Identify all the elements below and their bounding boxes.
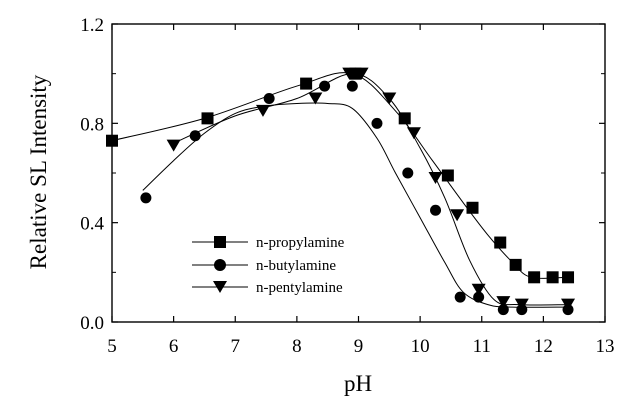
x-tick-label: 12	[534, 336, 553, 357]
legend: n-propylamine n-butylamine n-pentylamine	[192, 235, 345, 296]
point-butylamine	[263, 93, 275, 104]
x-tick-label: 8	[292, 336, 302, 357]
point-propylamine	[201, 112, 214, 125]
point-butylamine	[346, 80, 358, 92]
legend-entry-propylamine: n-propylamine	[192, 235, 345, 251]
point-pentylamine	[308, 92, 323, 105]
point-butylamine	[430, 204, 442, 216]
point-pentylamine	[561, 298, 576, 311]
legend-entry-pentylamine: n-pentylamine	[192, 280, 343, 296]
point-pentylamine	[342, 67, 357, 80]
y-axis-title: Relative SL Intensity	[26, 74, 51, 269]
point-pentylamine	[450, 209, 465, 222]
point-propylamine	[106, 134, 118, 147]
point-pentylamine	[354, 67, 369, 80]
legend-label-pentylamine: n-pentylamine	[256, 280, 343, 296]
point-butylamine	[319, 80, 331, 92]
point-propylamine	[546, 271, 559, 284]
legend-entry-butylamine: n-butylamine	[192, 258, 336, 274]
x-axis-title: pH	[344, 371, 372, 396]
y-axis-ticks: 0.0 0.4 0.8 1.2	[80, 15, 605, 334]
point-propylamine	[562, 271, 575, 284]
y-tick-label: 1.2	[80, 15, 104, 36]
x-tick-label: 13	[596, 336, 615, 357]
point-pentylamine	[406, 127, 421, 140]
curve-pentylamine	[173, 73, 569, 306]
data-markers	[106, 67, 576, 316]
x-tick-label: 10	[411, 336, 430, 357]
point-butylamine	[497, 304, 509, 316]
point-pentylamine	[255, 104, 270, 117]
point-butylamine	[189, 130, 201, 142]
x-axis-ticks: 5 6 7 8 9 10 11 12 13	[107, 24, 615, 357]
x-tick-label: 9	[354, 336, 364, 357]
x-tick-label: 6	[169, 336, 179, 357]
point-butylamine	[140, 192, 152, 204]
point-propylamine	[300, 77, 313, 90]
point-propylamine	[398, 112, 411, 125]
y-tick-label: 0.0	[80, 313, 104, 334]
point-pentylamine	[496, 296, 511, 309]
point-propylamine	[494, 236, 507, 249]
point-butylamine	[371, 117, 383, 129]
legend-label-butylamine: n-butylamine	[256, 258, 336, 274]
legend-label-propylamine: n-propylamine	[256, 235, 345, 251]
y-tick-label: 0.4	[80, 214, 104, 235]
point-butylamine	[402, 167, 414, 179]
fit-curves	[111, 72, 569, 308]
point-pentylamine	[428, 171, 443, 184]
point-propylamine	[509, 258, 522, 271]
point-pentylamine	[166, 139, 181, 152]
x-tick-label: 5	[107, 336, 117, 357]
point-pentylamine	[514, 298, 529, 311]
point-propylamine	[528, 271, 541, 284]
point-butylamine	[454, 291, 466, 303]
x-tick-label: 11	[473, 336, 491, 357]
curve-butylamine	[142, 102, 569, 308]
y-tick-label: 0.8	[80, 114, 104, 135]
point-pentylamine	[382, 92, 397, 105]
point-propylamine	[466, 201, 479, 214]
x-tick-label: 7	[231, 336, 241, 357]
point-propylamine	[441, 169, 454, 182]
point-butylamine	[473, 291, 485, 303]
point-pentylamine	[471, 283, 486, 296]
